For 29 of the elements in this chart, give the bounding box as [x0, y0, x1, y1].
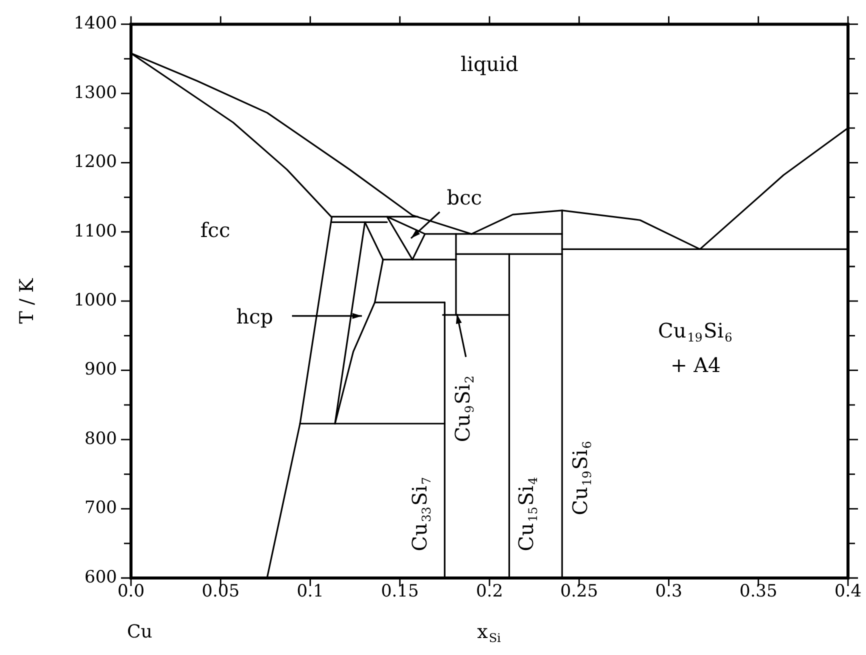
- x-tick-label: 0.0: [117, 582, 145, 602]
- y-tick-label: 1000: [74, 290, 117, 311]
- y-tick-label: 1200: [74, 152, 117, 172]
- x-tick-label: 0.3: [655, 582, 682, 602]
- x-tick-label: 0.35: [739, 582, 778, 602]
- annotation: fcc: [200, 218, 230, 242]
- x-tick-label: 0.1: [296, 582, 324, 602]
- annotation: Cu19Si6: [568, 441, 594, 516]
- annotation: + A4: [670, 353, 721, 378]
- x-tick-label: 0.15: [380, 582, 419, 602]
- text: Cu: [127, 622, 152, 643]
- annotation: Cu15Si4: [514, 476, 540, 552]
- y-tick-label: 1300: [74, 82, 117, 103]
- annotation: hcp: [236, 304, 274, 329]
- y-tick-label: 600: [84, 567, 117, 588]
- y-tick-label: 1100: [74, 221, 117, 242]
- annotation: Cu33Si7: [408, 477, 434, 552]
- annotation: bcc: [446, 186, 482, 210]
- annotation: Cu9Si2: [450, 376, 477, 442]
- x-tick-label: 0.2: [476, 582, 504, 602]
- x-tick-label: 0.05: [202, 582, 240, 602]
- x-tick-label: 0.25: [560, 582, 598, 602]
- annotation: liquid: [460, 52, 519, 76]
- y-tick-label: 1400: [74, 14, 117, 34]
- y-tick-label: 800: [84, 428, 117, 449]
- y-tick-label: 700: [84, 498, 117, 518]
- x-tick-label: 0.4: [834, 582, 862, 602]
- y-tick-label: 900: [84, 360, 117, 380]
- y-axis-title: T / K: [16, 278, 38, 324]
